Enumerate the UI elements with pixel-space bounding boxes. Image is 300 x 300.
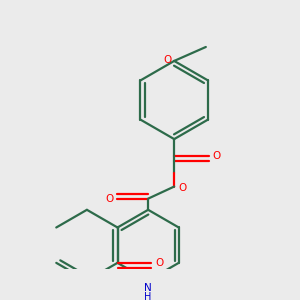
Text: O: O: [155, 258, 164, 268]
Text: O: O: [105, 194, 113, 204]
Text: H: H: [145, 292, 152, 300]
Text: O: O: [213, 151, 221, 161]
Text: O: O: [178, 183, 187, 193]
Text: N: N: [144, 283, 152, 293]
Text: O: O: [163, 55, 171, 64]
